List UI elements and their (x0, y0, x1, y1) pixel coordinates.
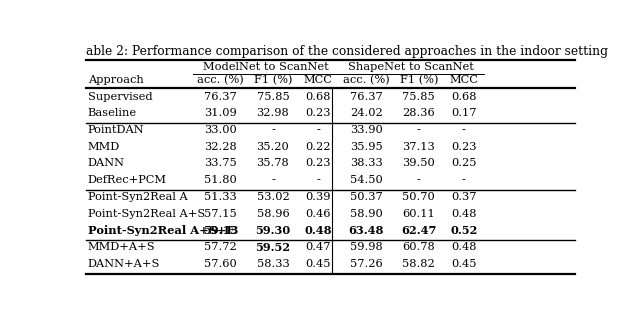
Text: 0.22: 0.22 (305, 142, 331, 152)
Text: 59.52: 59.52 (255, 242, 291, 253)
Text: 51.80: 51.80 (204, 175, 237, 185)
Text: 33.00: 33.00 (204, 125, 237, 135)
Text: -: - (271, 125, 275, 135)
Text: 75.85: 75.85 (403, 92, 435, 102)
Text: 0.45: 0.45 (305, 259, 331, 269)
Text: 38.33: 38.33 (350, 158, 383, 168)
Text: 0.25: 0.25 (451, 158, 477, 168)
Text: 0.45: 0.45 (451, 259, 477, 269)
Text: 60.78: 60.78 (403, 242, 435, 252)
Text: 0.68: 0.68 (305, 92, 331, 102)
Text: -: - (316, 175, 320, 185)
Text: 57.15: 57.15 (204, 209, 237, 219)
Text: DefRec+PCM: DefRec+PCM (88, 175, 167, 185)
Text: F1 (%): F1 (%) (253, 75, 292, 85)
Text: PointDAN: PointDAN (88, 125, 145, 135)
Text: 60.11: 60.11 (403, 209, 435, 219)
Text: -: - (462, 125, 466, 135)
Text: 0.48: 0.48 (451, 242, 477, 252)
Text: MMD+A+S: MMD+A+S (88, 242, 156, 252)
Text: -: - (271, 175, 275, 185)
Text: 0.48: 0.48 (305, 225, 332, 236)
Text: 37.13: 37.13 (403, 142, 435, 152)
Text: 0.46: 0.46 (305, 209, 331, 219)
Text: 0.23: 0.23 (305, 108, 331, 118)
Text: ModelNet to ScanNet: ModelNet to ScanNet (203, 62, 328, 72)
Text: 0.47: 0.47 (305, 242, 331, 252)
Text: 32.98: 32.98 (257, 108, 289, 118)
Text: 59.30: 59.30 (255, 225, 291, 236)
Text: DANN+A+S: DANN+A+S (88, 259, 160, 269)
Text: Supervised: Supervised (88, 92, 152, 102)
Text: 35.20: 35.20 (257, 142, 289, 152)
Text: able 2: Performance comparison of the considered approaches in the indoor settin: able 2: Performance comparison of the co… (86, 45, 608, 58)
Text: 58.82: 58.82 (403, 259, 435, 269)
Text: MMD: MMD (88, 142, 120, 152)
Text: 53.02: 53.02 (257, 192, 289, 202)
Text: 57.60: 57.60 (204, 259, 237, 269)
Text: 32.28: 32.28 (204, 142, 237, 152)
Text: 0.37: 0.37 (451, 192, 477, 202)
Text: 58.96: 58.96 (257, 209, 289, 219)
Text: 76.37: 76.37 (350, 92, 383, 102)
Text: 58.33: 58.33 (257, 259, 289, 269)
Text: Point-Syn2Real A: Point-Syn2Real A (88, 192, 188, 202)
Text: 58.90: 58.90 (350, 209, 383, 219)
Text: 0.17: 0.17 (451, 108, 477, 118)
Text: acc. (%): acc. (%) (343, 75, 390, 85)
Text: 35.78: 35.78 (257, 158, 289, 168)
Text: 39.50: 39.50 (403, 158, 435, 168)
Text: -: - (417, 125, 420, 135)
Text: 31.09: 31.09 (204, 108, 237, 118)
Text: 0.23: 0.23 (305, 158, 331, 168)
Text: 0.68: 0.68 (451, 92, 477, 102)
Text: -: - (417, 175, 420, 185)
Text: 50.37: 50.37 (350, 192, 383, 202)
Text: 33.90: 33.90 (350, 125, 383, 135)
Text: 24.02: 24.02 (350, 108, 383, 118)
Text: 50.70: 50.70 (403, 192, 435, 202)
Text: F1 (%): F1 (%) (399, 75, 438, 85)
Text: 57.72: 57.72 (204, 242, 237, 252)
Text: MCC: MCC (449, 75, 478, 85)
Text: 51.33: 51.33 (204, 192, 237, 202)
Text: 0.52: 0.52 (450, 225, 477, 236)
Text: 63.48: 63.48 (349, 225, 384, 236)
Text: -: - (462, 175, 466, 185)
Text: 0.39: 0.39 (305, 192, 331, 202)
Text: MCC: MCC (303, 75, 333, 85)
Text: 33.75: 33.75 (204, 158, 237, 168)
Text: Baseline: Baseline (88, 108, 137, 118)
Text: 35.95: 35.95 (350, 142, 383, 152)
Text: acc. (%): acc. (%) (197, 75, 244, 85)
Text: ShapeNet to ScanNet: ShapeNet to ScanNet (348, 62, 474, 72)
Text: 59.13: 59.13 (203, 225, 238, 236)
Text: 75.85: 75.85 (257, 92, 289, 102)
Text: 59.98: 59.98 (350, 242, 383, 252)
Text: -: - (316, 125, 320, 135)
Text: Point-Syn2Real A+S+E: Point-Syn2Real A+S+E (88, 225, 235, 236)
Text: 54.50: 54.50 (350, 175, 383, 185)
Text: 28.36: 28.36 (403, 108, 435, 118)
Text: 0.23: 0.23 (451, 142, 477, 152)
Text: DANN: DANN (88, 158, 125, 168)
Text: 62.47: 62.47 (401, 225, 436, 236)
Text: Approach: Approach (88, 75, 144, 85)
Text: 76.37: 76.37 (204, 92, 237, 102)
Text: 0.48: 0.48 (451, 209, 477, 219)
Text: Point-Syn2Real A+S: Point-Syn2Real A+S (88, 209, 205, 219)
Text: 57.26: 57.26 (350, 259, 383, 269)
